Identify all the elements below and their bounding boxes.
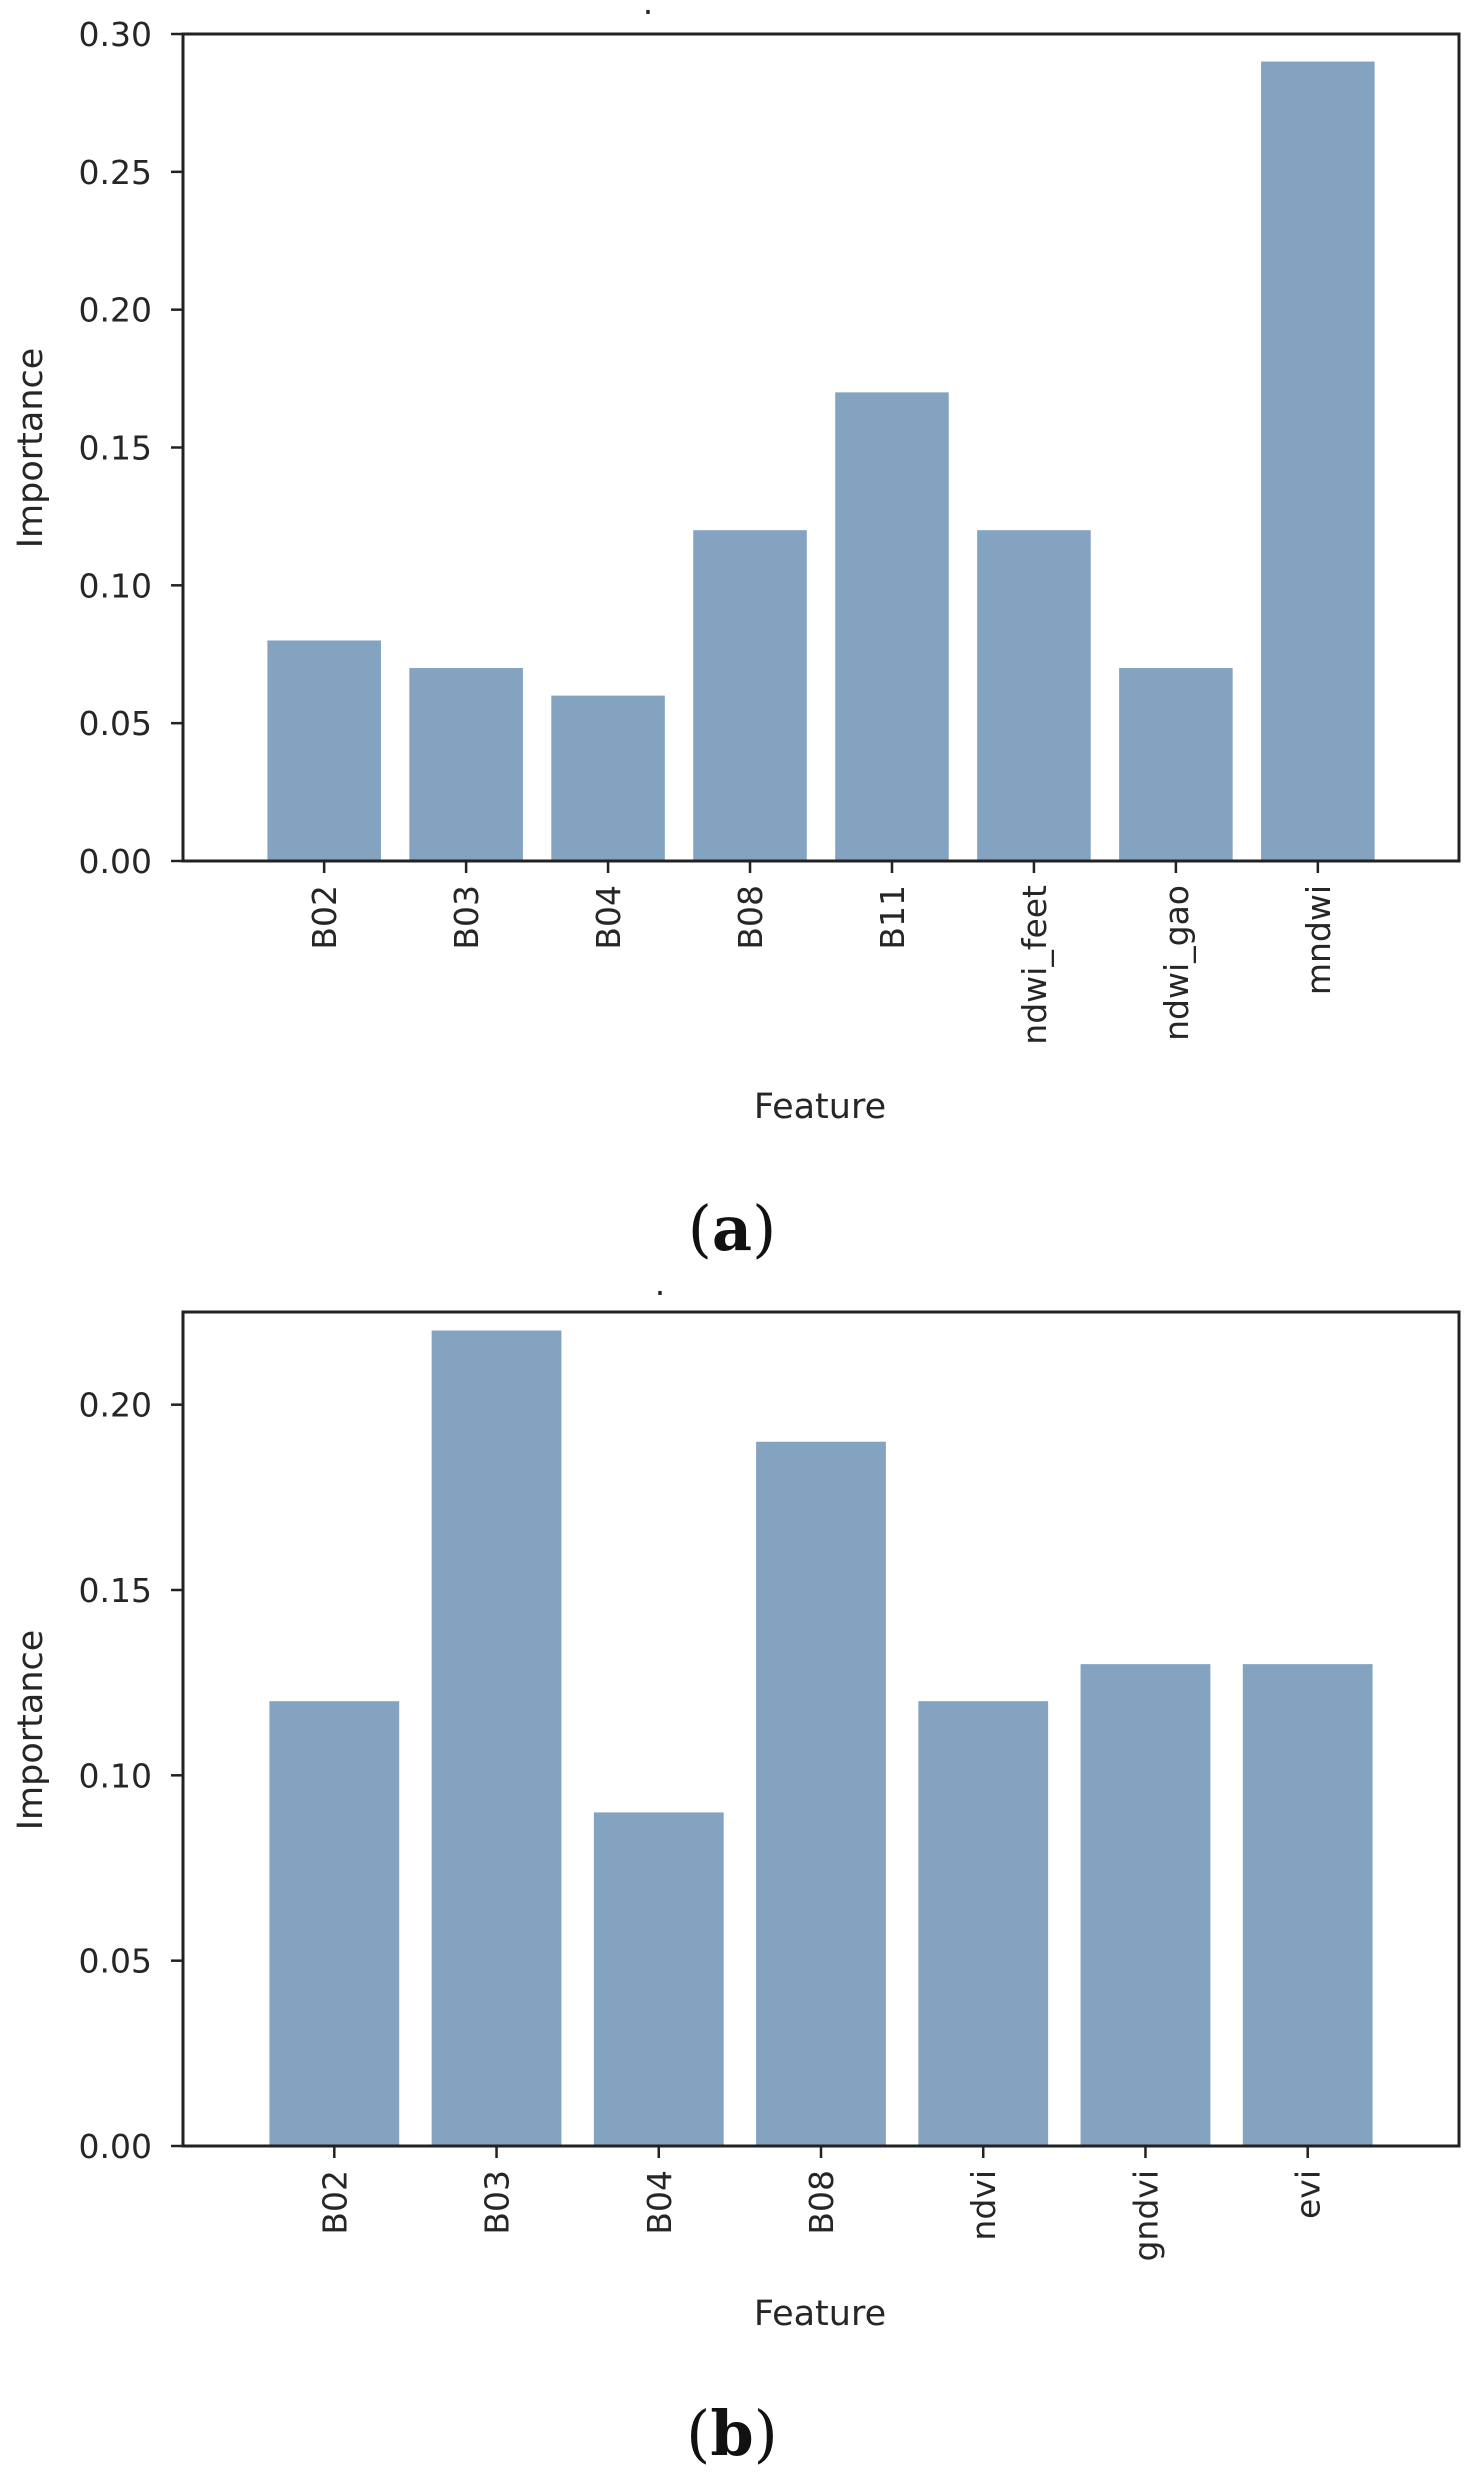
chart-b-caption-letter: b xyxy=(710,2397,753,2470)
chart-b-title: . xyxy=(655,1264,666,1303)
chart-a-x-tick-label-B08: B08 xyxy=(731,885,770,950)
chart-a-x-tick-label-ndwi_gao: ndwi_gao xyxy=(1157,885,1196,1041)
chart-a-bars xyxy=(267,61,1375,862)
chart-b-x-tick-label-evi: evi xyxy=(1289,2170,1328,2219)
chart-b-x-axis-label: Feature xyxy=(754,2294,886,2334)
chart-a-y-axis-label: Importance xyxy=(11,348,51,549)
chart-b-y-axis: 0.00 0.05 0.10 0.15 0.20 xyxy=(79,1386,183,2166)
chart-b-bar-B03 xyxy=(431,1330,562,2146)
chart-a-frame xyxy=(181,32,1461,863)
chart-a-title: . xyxy=(643,0,654,22)
chart-a-y-tick-label-0.30: 0.30 xyxy=(79,15,152,54)
chart-a-x-tick-label-B03: B03 xyxy=(447,885,486,950)
chart-b-x-tick-label-B02: B02 xyxy=(315,2170,354,2235)
chart-a-y-tick-label-0.10: 0.10 xyxy=(79,566,152,605)
chart-a-y-tick-label-0.15: 0.15 xyxy=(79,429,152,468)
chart-a-y-tick-label-0.25: 0.25 xyxy=(79,153,152,192)
chart-a-caption: (a) xyxy=(688,1192,777,1265)
chart-panel-b: . 0.00 0.05 0.10 0.15 0.20 B02 B03 B04 B08 ndvi g… xyxy=(11,1264,1461,2470)
chart-b-caption-open: ( xyxy=(686,2397,710,2470)
chart-b-x-tick-label-B03: B03 xyxy=(478,2170,517,2235)
chart-b-caption-close: ) xyxy=(754,2397,778,2470)
chart-panel-a: . 0.00 0.05 0.10 0.15 0.20 0.25 0.30 B02 B03 B04… xyxy=(11,0,1461,1265)
chart-b-bar-ndvi xyxy=(918,1701,1049,2146)
chart-b-x-tick-label-B08: B08 xyxy=(802,2170,841,2235)
chart-a-bar-B04 xyxy=(551,695,665,861)
chart-a-y-tick-label-0.00: 0.00 xyxy=(79,842,152,881)
chart-a-y-tick-label-0.20: 0.20 xyxy=(79,291,152,330)
chart-b-bars xyxy=(269,1330,1373,2146)
chart-b-y-tick-label-0.20: 0.20 xyxy=(79,1386,152,1425)
chart-a-x-axis-label: Feature xyxy=(754,1087,886,1127)
chart-b-x-axis: B02 B03 B04 B08 ndvi gndvi evi xyxy=(315,2146,1328,2262)
chart-a-bar-ndwi_feet xyxy=(977,530,1091,861)
chart-a-x-axis: B02 B03 B04 B08 B11 ndwi_feet ndwi_gao mndwi xyxy=(305,861,1338,1045)
chart-a-bar-B03 xyxy=(409,668,523,861)
chart-b-y-tick-label-0.10: 0.10 xyxy=(79,1756,152,1795)
chart-a-bar-mndwi xyxy=(1261,61,1375,862)
chart-b-bar-evi xyxy=(1242,1664,1373,2146)
chart-a-bar-B02 xyxy=(267,640,381,861)
chart-b-y-tick-label-0.05: 0.05 xyxy=(79,1942,152,1981)
chart-a-x-tick-label-mndwi: mndwi xyxy=(1299,885,1338,995)
chart-b-x-tick-label-ndvi: ndvi xyxy=(964,2170,1003,2241)
chart-b-bar-B04 xyxy=(593,1812,724,2146)
chart-b-y-tick-label-0.00: 0.00 xyxy=(79,2127,152,2166)
chart-b-frame xyxy=(181,1310,1461,2148)
chart-a-bar-B11 xyxy=(835,392,949,861)
chart-a-caption-close: ) xyxy=(752,1192,776,1265)
chart-b-y-tick-label-0.15: 0.15 xyxy=(79,1571,152,1610)
chart-a-y-tick-label-0.05: 0.05 xyxy=(79,704,152,743)
chart-a-bar-ndwi_gao xyxy=(1119,668,1233,861)
chart-a-y-axis: 0.00 0.05 0.10 0.15 0.20 0.25 0.30 xyxy=(79,15,183,881)
chart-a-x-tick-label-B02: B02 xyxy=(305,885,344,950)
chart-a-caption-letter: a xyxy=(712,1192,752,1265)
chart-a-x-tick-label-ndwi_feet: ndwi_feet xyxy=(1015,885,1054,1045)
chart-b-bar-gndvi xyxy=(1080,1664,1211,2146)
chart-a-x-tick-label-B04: B04 xyxy=(589,885,628,950)
chart-b-caption: (b) xyxy=(686,2397,778,2470)
chart-a-bar-B08 xyxy=(693,530,807,861)
chart-a-caption-open: ( xyxy=(688,1192,712,1265)
chart-b-bar-B08 xyxy=(756,1441,886,2146)
chart-a-x-tick-label-B11: B11 xyxy=(873,885,912,950)
chart-b-bar-B02 xyxy=(269,1701,400,2146)
chart-b-x-tick-label-gndvi: gndvi xyxy=(1126,2170,1165,2262)
chart-b-y-axis-label: Importance xyxy=(11,1630,51,1831)
chart-b-x-tick-label-B04: B04 xyxy=(640,2170,679,2235)
